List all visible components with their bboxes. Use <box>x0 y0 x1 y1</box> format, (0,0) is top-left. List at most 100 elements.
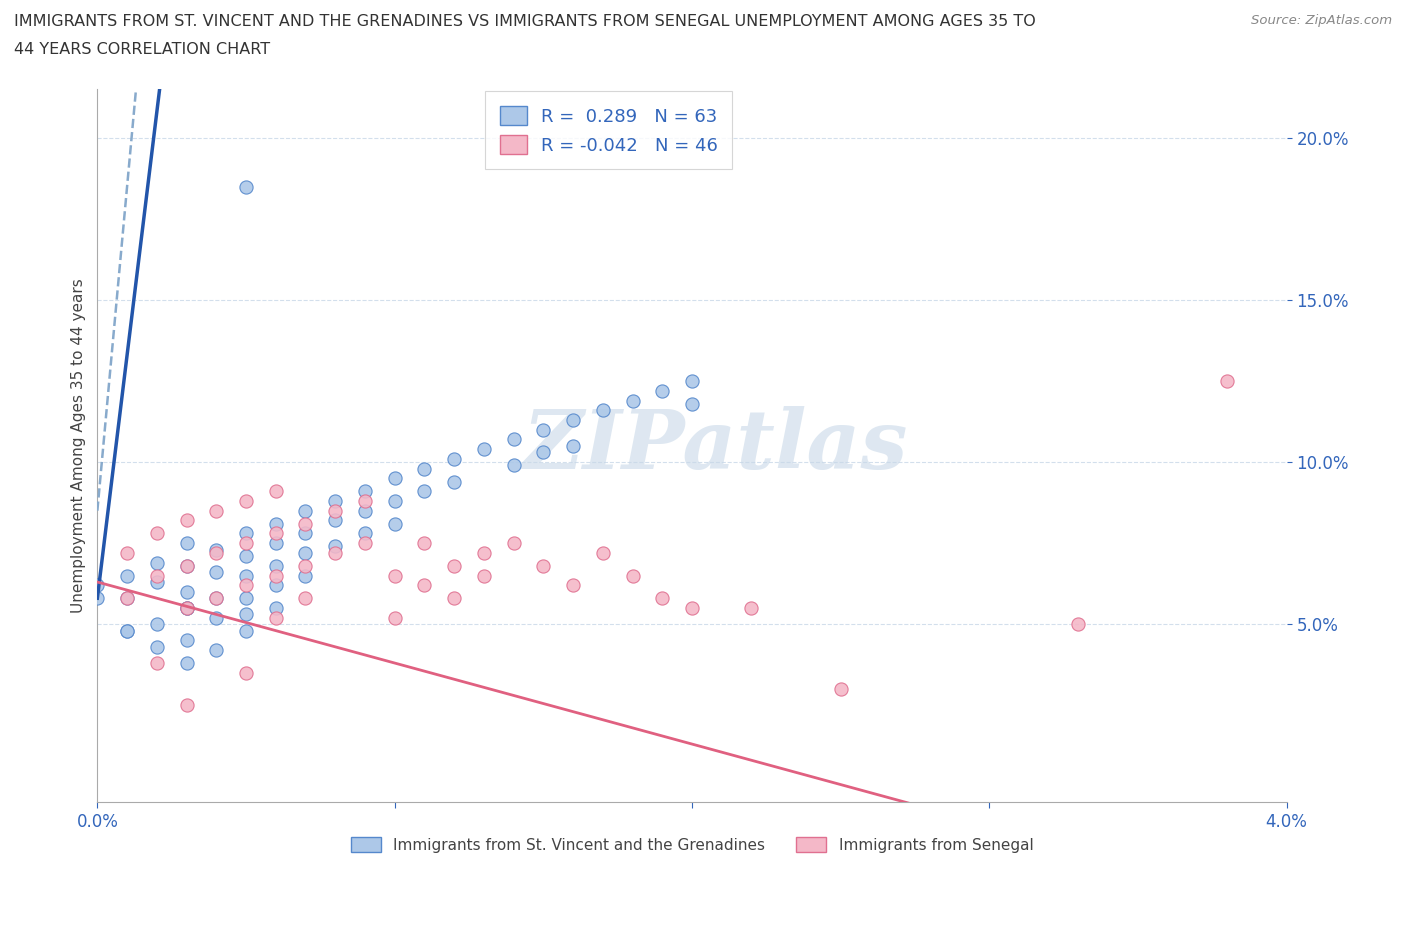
Point <box>235 578 257 592</box>
Point <box>294 568 316 583</box>
Point <box>146 617 169 631</box>
Point <box>205 591 228 605</box>
Point <box>205 545 228 560</box>
Point <box>384 471 406 485</box>
Point <box>264 610 287 625</box>
Point <box>562 438 585 453</box>
Point <box>354 484 377 498</box>
Point <box>354 536 377 551</box>
Point <box>176 601 198 616</box>
Point <box>264 568 287 583</box>
Point <box>621 568 644 583</box>
Point <box>384 610 406 625</box>
Point <box>176 656 198 671</box>
Point <box>323 494 346 509</box>
Point <box>176 601 198 616</box>
Point <box>205 565 228 579</box>
Point <box>176 633 198 648</box>
Point <box>681 396 703 411</box>
Point <box>294 516 316 531</box>
Point <box>235 591 257 605</box>
Point <box>264 578 287 592</box>
Point <box>235 549 257 564</box>
Point <box>115 591 138 605</box>
Y-axis label: Unemployment Among Ages 35 to 44 years: Unemployment Among Ages 35 to 44 years <box>72 278 86 613</box>
Legend: Immigrants from St. Vincent and the Grenadines, Immigrants from Senegal: Immigrants from St. Vincent and the Gren… <box>344 830 1039 859</box>
Point <box>740 601 762 616</box>
Point <box>146 568 169 583</box>
Point <box>115 545 138 560</box>
Point <box>830 682 852 697</box>
Point <box>264 601 287 616</box>
Point <box>502 432 524 446</box>
Point <box>264 558 287 573</box>
Point <box>472 545 495 560</box>
Point <box>176 558 198 573</box>
Point <box>176 698 198 712</box>
Point <box>681 601 703 616</box>
Point <box>235 607 257 622</box>
Point <box>562 413 585 428</box>
Point <box>323 513 346 528</box>
Point <box>294 558 316 573</box>
Point <box>146 526 169 541</box>
Point <box>235 526 257 541</box>
Point <box>264 484 287 498</box>
Point <box>146 656 169 671</box>
Point <box>176 513 198 528</box>
Point <box>235 665 257 680</box>
Point <box>323 503 346 518</box>
Point <box>294 526 316 541</box>
Point <box>323 545 346 560</box>
Point <box>205 643 228 658</box>
Point <box>1067 617 1090 631</box>
Point <box>531 422 554 437</box>
Point <box>294 545 316 560</box>
Text: Source: ZipAtlas.com: Source: ZipAtlas.com <box>1251 14 1392 27</box>
Point <box>176 536 198 551</box>
Point <box>562 578 585 592</box>
Point <box>384 494 406 509</box>
Point <box>354 503 377 518</box>
Point <box>413 461 436 476</box>
Point <box>205 610 228 625</box>
Point <box>384 516 406 531</box>
Point <box>502 458 524 472</box>
Point <box>502 536 524 551</box>
Point <box>354 526 377 541</box>
Point <box>146 575 169 590</box>
Point <box>115 623 138 638</box>
Point <box>443 474 465 489</box>
Point <box>413 484 436 498</box>
Point <box>235 623 257 638</box>
Point <box>443 591 465 605</box>
Point <box>294 591 316 605</box>
Point <box>681 374 703 389</box>
Point <box>205 503 228 518</box>
Point <box>443 451 465 466</box>
Point <box>235 568 257 583</box>
Point <box>176 558 198 573</box>
Point <box>472 442 495 457</box>
Point <box>146 640 169 655</box>
Point <box>621 393 644 408</box>
Point <box>413 578 436 592</box>
Point <box>176 584 198 599</box>
Point <box>592 403 614 418</box>
Point <box>205 542 228 557</box>
Point <box>86 578 108 592</box>
Point <box>115 623 138 638</box>
Point <box>531 445 554 459</box>
Point <box>384 568 406 583</box>
Point <box>205 591 228 605</box>
Point <box>176 601 198 616</box>
Point <box>146 555 169 570</box>
Point <box>354 494 377 509</box>
Point <box>86 591 108 605</box>
Point <box>592 545 614 560</box>
Point <box>235 536 257 551</box>
Point <box>443 558 465 573</box>
Point <box>413 536 436 551</box>
Point <box>651 591 673 605</box>
Point <box>472 568 495 583</box>
